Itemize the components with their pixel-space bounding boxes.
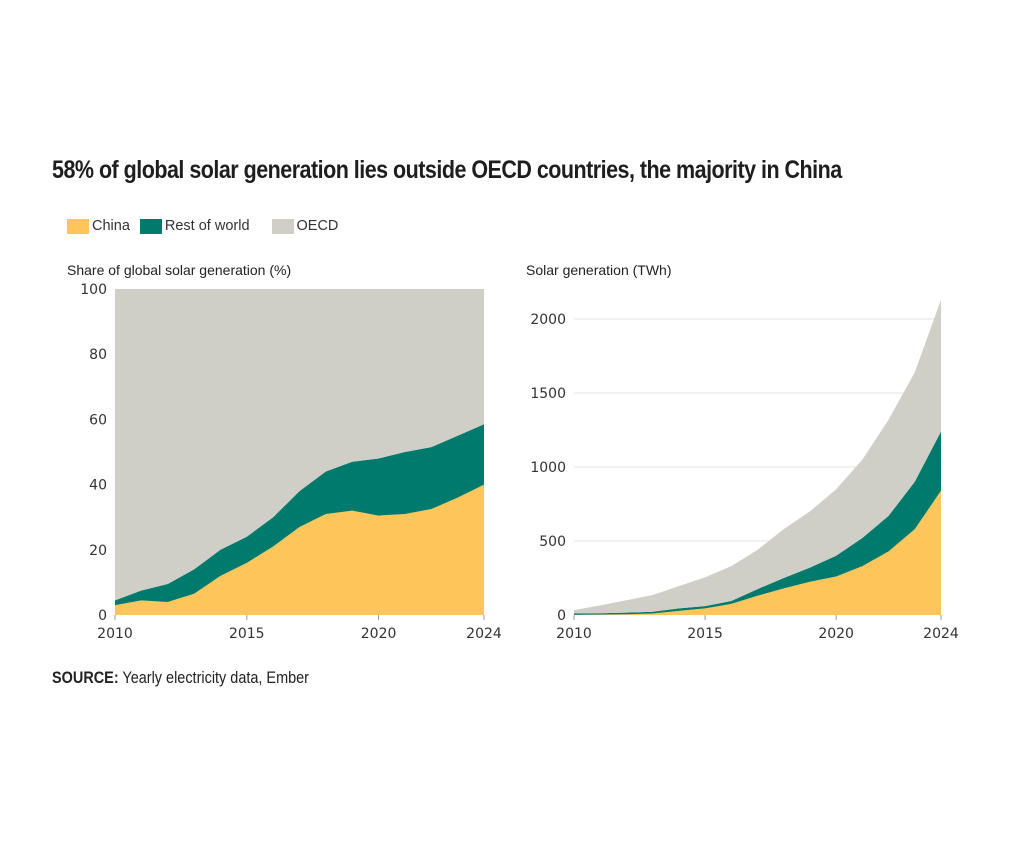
y-tick-label: 500 — [539, 534, 566, 550]
legend-label-china: China — [92, 218, 130, 234]
left-panel-title: Share of global solar generation (%) — [67, 262, 292, 278]
y-tick-label: 60 — [89, 412, 107, 428]
legend-label-rest-of-world: Rest of world — [164, 218, 250, 234]
source-note: SOURCE: Yearly electricity data, Ember — [52, 668, 309, 688]
y-tick-label: 80 — [89, 347, 107, 363]
area-china — [115, 484, 484, 615]
generation-chart: 0 500 1000 1500 2000 2010 2015 2020 2024 — [530, 299, 959, 642]
area-rest-of-world — [115, 424, 484, 606]
y-tick-label: 1000 — [530, 460, 566, 476]
y-tick-label: 20 — [89, 543, 107, 559]
y-tick-label: 1500 — [530, 386, 566, 402]
source-label: SOURCE: — [52, 668, 119, 687]
y-tick-label: 0 — [98, 608, 107, 624]
x-tick-label: 2020 — [818, 626, 854, 642]
x-tick-label: 2024 — [466, 626, 502, 642]
x-tick-label: 2020 — [361, 626, 397, 642]
legend-swatch-rest-of-world — [139, 218, 162, 234]
area-oecd — [115, 289, 484, 601]
right-panel-title: Solar generation (TWh) — [526, 262, 672, 278]
y-tick-label: 0 — [557, 608, 566, 624]
area-rest-of-world — [574, 431, 941, 615]
area-oecd — [574, 299, 941, 614]
legend-item-china: China — [67, 218, 130, 234]
y-tick-label: 100 — [80, 282, 107, 298]
share-chart: 0 20 40 60 80 100 2010 2015 2020 2024 — [80, 282, 502, 642]
legend: China Rest of world OECD — [67, 218, 348, 234]
y-tick-label: 2000 — [530, 312, 566, 328]
area-china — [574, 490, 941, 615]
legend-label-oecd: OECD — [296, 218, 339, 234]
chart-title: 58% of global solar generation lies outs… — [52, 156, 842, 184]
x-tick-label: 2015 — [687, 626, 723, 642]
source-text: Yearly electricity data, Ember — [118, 668, 310, 687]
x-tick-label: 2024 — [923, 626, 959, 642]
x-tick-label: 2010 — [97, 626, 133, 642]
legend-swatch-oecd — [271, 218, 294, 234]
legend-item-rest-of-world: Rest of world — [139, 218, 250, 234]
legend-swatch-china — [67, 218, 89, 234]
y-tick-label: 40 — [89, 478, 107, 494]
x-tick-label: 2010 — [556, 626, 592, 642]
legend-item-oecd: OECD — [271, 218, 339, 234]
x-tick-label: 2015 — [229, 626, 265, 642]
